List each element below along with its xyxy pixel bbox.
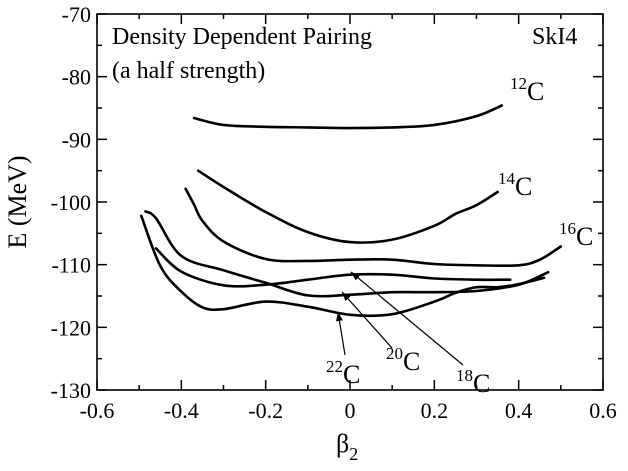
y-tick-label: -110 (51, 253, 91, 278)
annotation-pairing: Density Dependent Pairing (112, 24, 372, 50)
curve-label-element: C (403, 347, 420, 376)
y-tick-label: -130 (51, 378, 91, 403)
x-axis-label-main: β (336, 429, 349, 458)
arrow-c18-head (351, 272, 361, 281)
curve-label-mass: 14 (498, 169, 516, 188)
curve-label-c12: 12C (510, 74, 544, 106)
curve-label-c18: 18C (456, 366, 490, 398)
x-tick-label: 0.6 (589, 398, 617, 423)
y-tick-label: -90 (62, 127, 91, 152)
curve-label-element: C (527, 77, 544, 106)
axis-tick-labels: -0.6 -0.4 -0.2 0 0.2 0.4 0.6 -130 -120 -110 -100 -9… (51, 2, 617, 423)
curve-label-mass: 12 (510, 74, 527, 93)
y-tick-label: -70 (62, 2, 91, 27)
curve-label-element: C (343, 360, 360, 389)
y-tick-label: -100 (51, 190, 91, 215)
x-axis-label: β2 (336, 429, 358, 464)
series-line-c22 (140, 214, 546, 318)
annotation-force: SkI4 (532, 24, 577, 50)
curve-label-mass: 22 (326, 357, 343, 376)
series-line-c14 (196, 169, 499, 244)
curve-label-c20: 20C (386, 344, 420, 376)
arrow-c20-line (341, 291, 393, 349)
series-layer (140, 104, 563, 318)
y-tick-label: -80 (62, 65, 91, 90)
x-tick-label: -0.2 (248, 398, 283, 423)
arrow-c22-head (336, 312, 343, 322)
x-axis-label-sub: 2 (349, 444, 358, 464)
x-tick-label: 0.2 (421, 398, 449, 423)
arrow-c18-line (350, 271, 464, 366)
curve-label-mass: 20 (386, 344, 403, 363)
series-line-c12 (192, 104, 504, 130)
curve-label-mass: 18 (456, 366, 473, 385)
x-tick-label: -0.4 (164, 398, 199, 423)
x-tick-label: -0.6 (80, 398, 115, 423)
y-axis-label: E (MeV) (3, 155, 32, 248)
series-line-c16 (184, 187, 563, 268)
y-tick-label: -120 (51, 315, 91, 340)
curve-label-c14: 14C (498, 169, 532, 201)
series-line-c20 (144, 210, 550, 298)
curve-label-element: C (473, 369, 490, 398)
arrow-layer (336, 271, 464, 366)
curve-label-c22: 22C (326, 357, 360, 389)
curve-label-element: C (515, 172, 532, 201)
curve-label-mass: 16 (559, 219, 576, 238)
arrow-c20-head (342, 292, 351, 301)
x-tick-label: 0 (345, 398, 356, 423)
series-line-c18 (154, 247, 512, 288)
curve-label-element: C (576, 222, 593, 251)
curve-label-c16: 16C (559, 219, 593, 251)
x-tick-label: 0.4 (505, 398, 533, 423)
annotation-strength: (a half strength) (112, 58, 265, 84)
axis-ticks (96, 13, 604, 391)
